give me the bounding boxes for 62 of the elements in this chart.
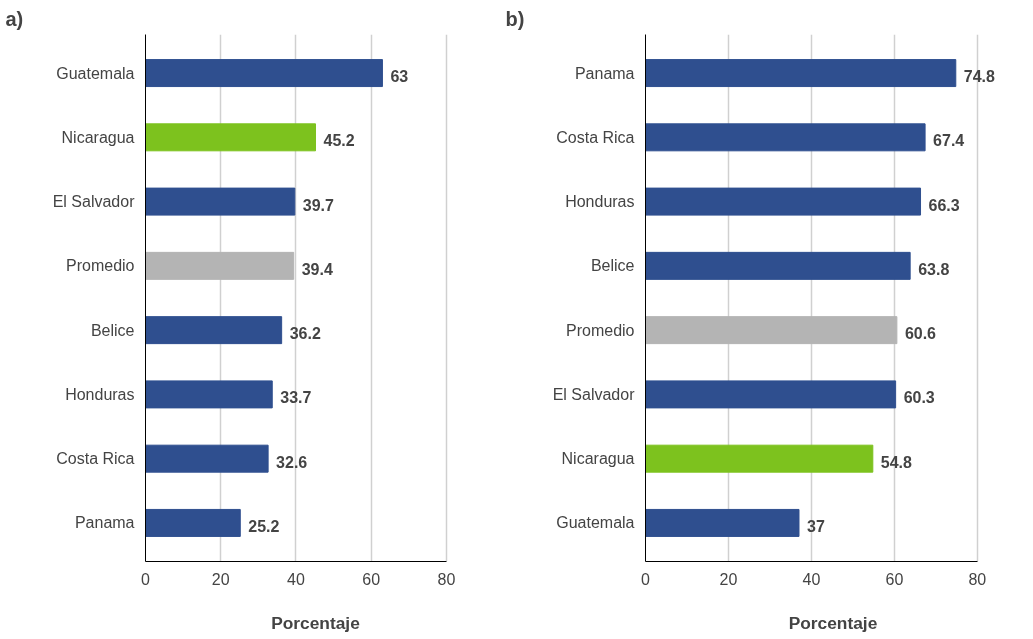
data-label: 63.8 <box>918 260 950 278</box>
x-tick-label: 80 <box>968 570 987 588</box>
y-tick-label: El Salvador <box>552 385 636 403</box>
y-tick-label: Honduras <box>565 193 635 211</box>
y-tick-label: Promedio <box>566 321 635 339</box>
x-tick-label: 60 <box>362 570 381 588</box>
data-label: 74.8 <box>963 68 996 86</box>
bar <box>645 380 897 409</box>
bar <box>145 251 295 280</box>
data-label: 63 <box>390 68 409 86</box>
y-tick-label: Panama <box>74 514 135 532</box>
chart-title: b) <box>505 7 525 30</box>
data-label: 45.2 <box>323 132 355 150</box>
data-label: 67.4 <box>933 132 965 150</box>
data-label: 60.6 <box>904 325 937 343</box>
bar <box>645 123 926 152</box>
bar <box>145 187 296 216</box>
x-tick-label: 80 <box>437 570 456 588</box>
data-label: 60.3 <box>903 389 935 407</box>
data-label: 39.4 <box>301 260 333 278</box>
y-tick-label: Belice <box>90 321 135 339</box>
data-label: 37 <box>806 517 825 535</box>
bar <box>145 123 316 152</box>
data-label: 25.2 <box>248 517 280 535</box>
bar <box>645 444 874 473</box>
data-label: 33.7 <box>280 389 312 407</box>
x-axis-title: Porcentaje <box>271 612 361 633</box>
bar <box>645 316 898 345</box>
chart-title: a) <box>5 7 24 30</box>
bar <box>145 59 383 88</box>
data-label: 39.7 <box>302 196 335 214</box>
bar <box>645 508 800 537</box>
y-tick-label: Nicaragua <box>61 128 135 146</box>
x-tick-label: 40 <box>287 570 305 588</box>
y-tick-label: Costa Rica <box>56 450 135 468</box>
x-tick-label: 60 <box>885 570 904 588</box>
y-tick-label: Belice <box>590 257 635 275</box>
x-tick-label: 0 <box>641 570 651 588</box>
data-label: 32.6 <box>276 453 308 471</box>
x-tick-label: 40 <box>802 570 821 588</box>
x-tick-label: 0 <box>141 570 151 588</box>
y-tick-label: Promedio <box>66 257 135 275</box>
bar <box>145 444 269 473</box>
bar <box>645 251 911 280</box>
y-tick-label: Costa Rica <box>556 128 635 146</box>
bar <box>645 59 957 88</box>
data-label: 54.8 <box>880 453 913 471</box>
y-tick-label: Honduras <box>65 385 135 403</box>
y-tick-label: El Salvador <box>52 193 136 211</box>
y-tick-label: Guatemala <box>56 64 135 82</box>
data-label: 66.3 <box>928 196 960 214</box>
x-tick-label: 20 <box>211 570 230 588</box>
y-tick-label: Guatemala <box>556 514 635 532</box>
bar <box>645 187 922 216</box>
y-tick-label: Panama <box>574 64 635 82</box>
data-label: 36.2 <box>289 325 321 343</box>
x-tick-label: 20 <box>719 570 738 588</box>
y-tick-label: Nicaragua <box>561 450 635 468</box>
bar <box>145 508 241 537</box>
bar <box>145 380 273 409</box>
bar <box>145 316 283 345</box>
x-axis-title: Porcentaje <box>788 612 878 633</box>
